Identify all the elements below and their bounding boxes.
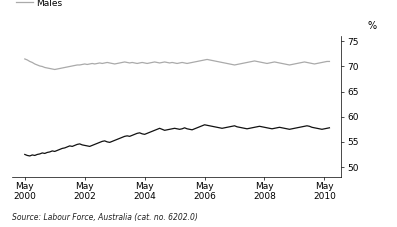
Females [157,127,162,130]
Text: %: % [367,21,376,31]
Line: Females: Females [25,125,330,156]
Males [272,61,277,63]
Females [27,155,32,157]
Males [22,58,27,60]
Females [55,149,60,152]
Females [22,153,27,156]
Females [202,123,207,126]
Males [157,62,162,64]
Females [327,126,332,129]
Males [112,63,117,65]
Legend: Females, Males: Females, Males [16,0,74,8]
Text: Source: Labour Force, Australia (cat. no. 6202.0): Source: Labour Force, Australia (cat. no… [12,213,198,222]
Males [52,68,57,71]
Males [60,67,65,69]
Males [40,65,44,68]
Males [55,68,60,70]
Females [42,152,47,155]
Females [112,139,117,142]
Females [60,147,65,150]
Males [327,60,332,63]
Females [275,126,279,129]
Line: Males: Males [25,59,330,69]
